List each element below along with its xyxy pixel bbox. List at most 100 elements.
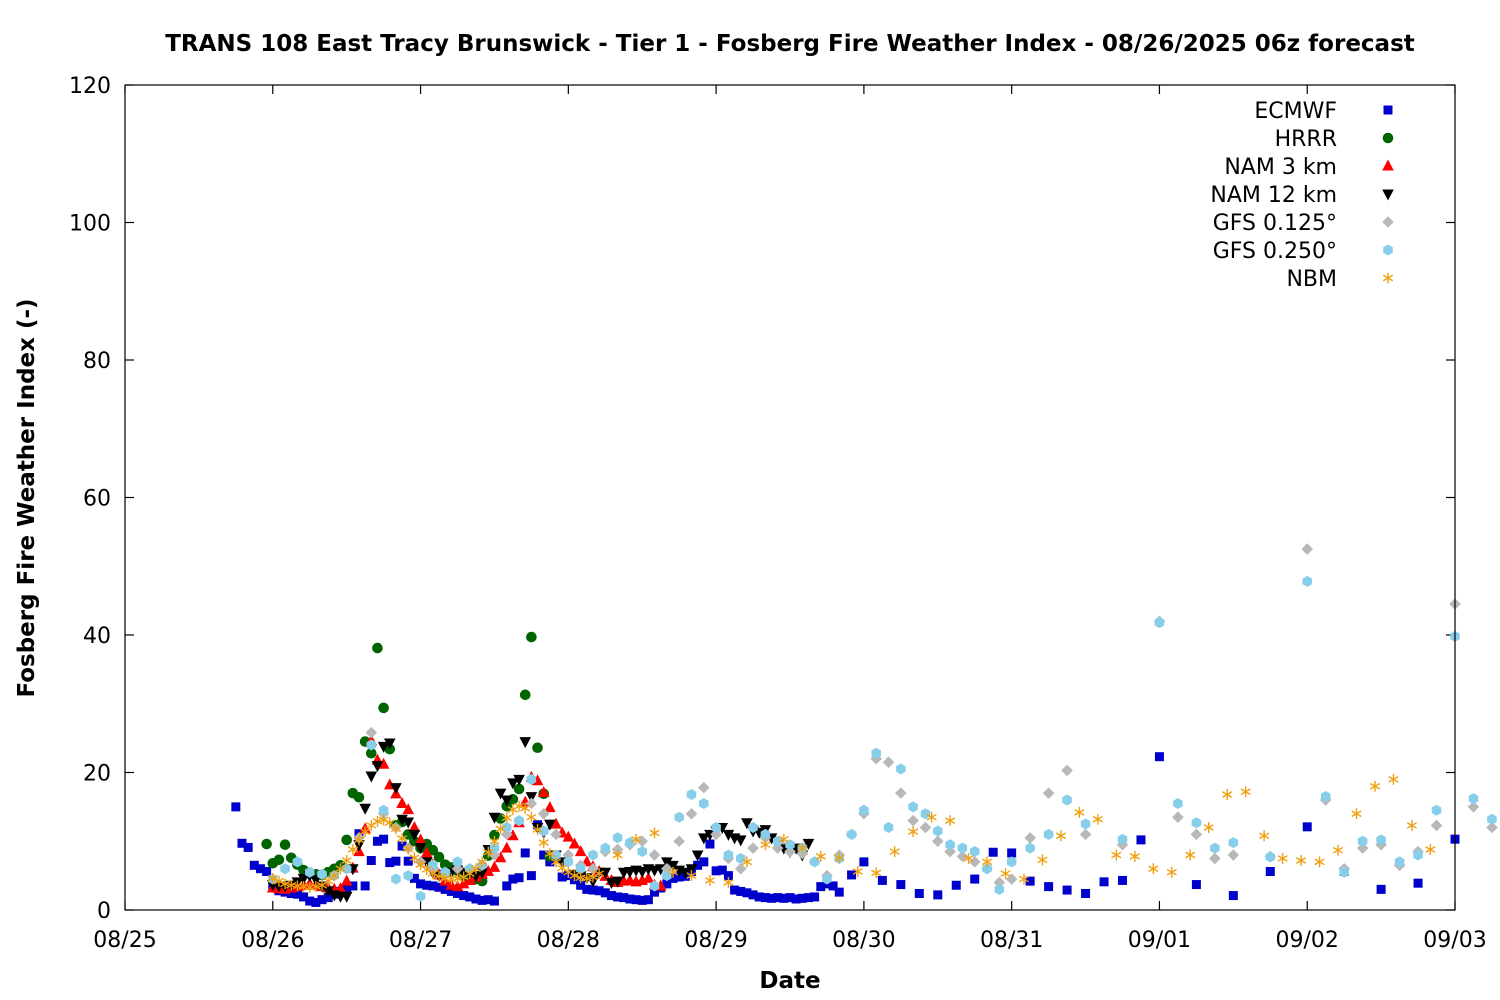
- data-point: [1025, 876, 1035, 886]
- data-point: [414, 833, 427, 845]
- data-point: [502, 881, 512, 891]
- data-point: [384, 817, 395, 829]
- data-point: [1209, 852, 1221, 865]
- data-point: [1314, 856, 1325, 868]
- data-point: [409, 873, 419, 883]
- x-tick-label: 08/27: [389, 928, 452, 953]
- data-point: [538, 837, 549, 849]
- data-point: [311, 897, 321, 907]
- data-point: [747, 842, 759, 854]
- legend-label: ECMWF: [1254, 99, 1337, 124]
- data-point: [594, 886, 604, 896]
- data-point: [581, 872, 592, 884]
- data-point: [231, 802, 241, 812]
- data-point: [846, 828, 857, 840]
- legend: ECMWF HRRR NAM 3 km NAM 12 km GFS 0.125° GFS …: [1210, 99, 1394, 292]
- data-point: [383, 738, 396, 750]
- data-point: [297, 873, 310, 885]
- data-point: [612, 849, 623, 861]
- data-point: [514, 815, 524, 827]
- data-point: [495, 823, 506, 835]
- data-point: [415, 859, 426, 871]
- data-point: [852, 866, 863, 877]
- legend-marker: [1382, 216, 1394, 228]
- data-point: [1302, 822, 1312, 832]
- data-point: [544, 848, 555, 860]
- data-point: [816, 882, 826, 892]
- data-point: [537, 785, 550, 797]
- data-point: [650, 887, 660, 897]
- data-point: [969, 846, 980, 858]
- data-point: [255, 864, 265, 874]
- data-point: [292, 856, 303, 868]
- x-axis-label: Date: [759, 968, 820, 994]
- data-point: [1369, 780, 1381, 792]
- series-nbm: [267, 773, 1436, 893]
- data-point: [1486, 821, 1498, 834]
- data-point: [525, 792, 538, 804]
- data-point: [371, 761, 384, 773]
- data-point: [1191, 817, 1202, 829]
- legend-label: NBM: [1286, 267, 1337, 292]
- data-point: [562, 830, 575, 842]
- data-point: [773, 893, 783, 903]
- y-tick-label: 40: [83, 624, 111, 649]
- data-point: [341, 834, 352, 846]
- data-point: [576, 880, 586, 890]
- plot-frame: [124, 84, 1456, 911]
- data-point: [1339, 866, 1349, 878]
- data-point: [489, 842, 500, 854]
- data-point: [347, 844, 358, 855]
- data-point: [562, 849, 575, 861]
- data-point: [378, 804, 389, 816]
- data-point: [822, 873, 832, 885]
- data-point: [779, 893, 789, 903]
- data-point: [532, 824, 543, 836]
- data-point: [742, 888, 752, 898]
- data-point: [611, 876, 624, 888]
- data-point: [636, 867, 649, 878]
- data-point: [662, 879, 672, 889]
- data-point: [402, 803, 415, 815]
- data-point: [944, 815, 956, 827]
- data-point: [415, 890, 426, 902]
- data-point: [754, 892, 764, 902]
- data-point: [933, 890, 943, 900]
- data-point: [465, 892, 475, 902]
- data-point: [1111, 849, 1122, 861]
- legend-label: GFS 0.250°: [1213, 239, 1337, 264]
- y-tick-label: 100: [69, 212, 111, 237]
- data-point: [631, 895, 641, 905]
- data-points: [231, 543, 1498, 907]
- data-point: [1185, 849, 1196, 861]
- data-point: [945, 839, 955, 851]
- data-point: [649, 827, 660, 839]
- data-point: [377, 741, 390, 753]
- data-point: [323, 893, 333, 903]
- data-point: [470, 871, 482, 883]
- data-point: [365, 726, 378, 739]
- data-point: [477, 895, 487, 905]
- data-point: [305, 896, 315, 906]
- data-point: [568, 837, 581, 849]
- data-point: [699, 797, 709, 809]
- data-point: [440, 884, 450, 894]
- data-point: [920, 808, 931, 820]
- data-point: [1173, 797, 1183, 809]
- data-point: [397, 841, 407, 851]
- data-point: [488, 812, 501, 824]
- data-point: [1190, 828, 1203, 841]
- data-point: [594, 868, 605, 880]
- data-point: [711, 866, 721, 876]
- data-point: [982, 863, 992, 875]
- data-point: [643, 895, 653, 905]
- data-point: [668, 873, 678, 883]
- legend-marker: [1382, 159, 1394, 171]
- data-point: [693, 860, 703, 870]
- data-point: [981, 856, 993, 868]
- data-point: [1222, 789, 1233, 800]
- legend-label: HRRR: [1275, 127, 1337, 152]
- data-point: [434, 882, 444, 892]
- data-point: [280, 863, 290, 875]
